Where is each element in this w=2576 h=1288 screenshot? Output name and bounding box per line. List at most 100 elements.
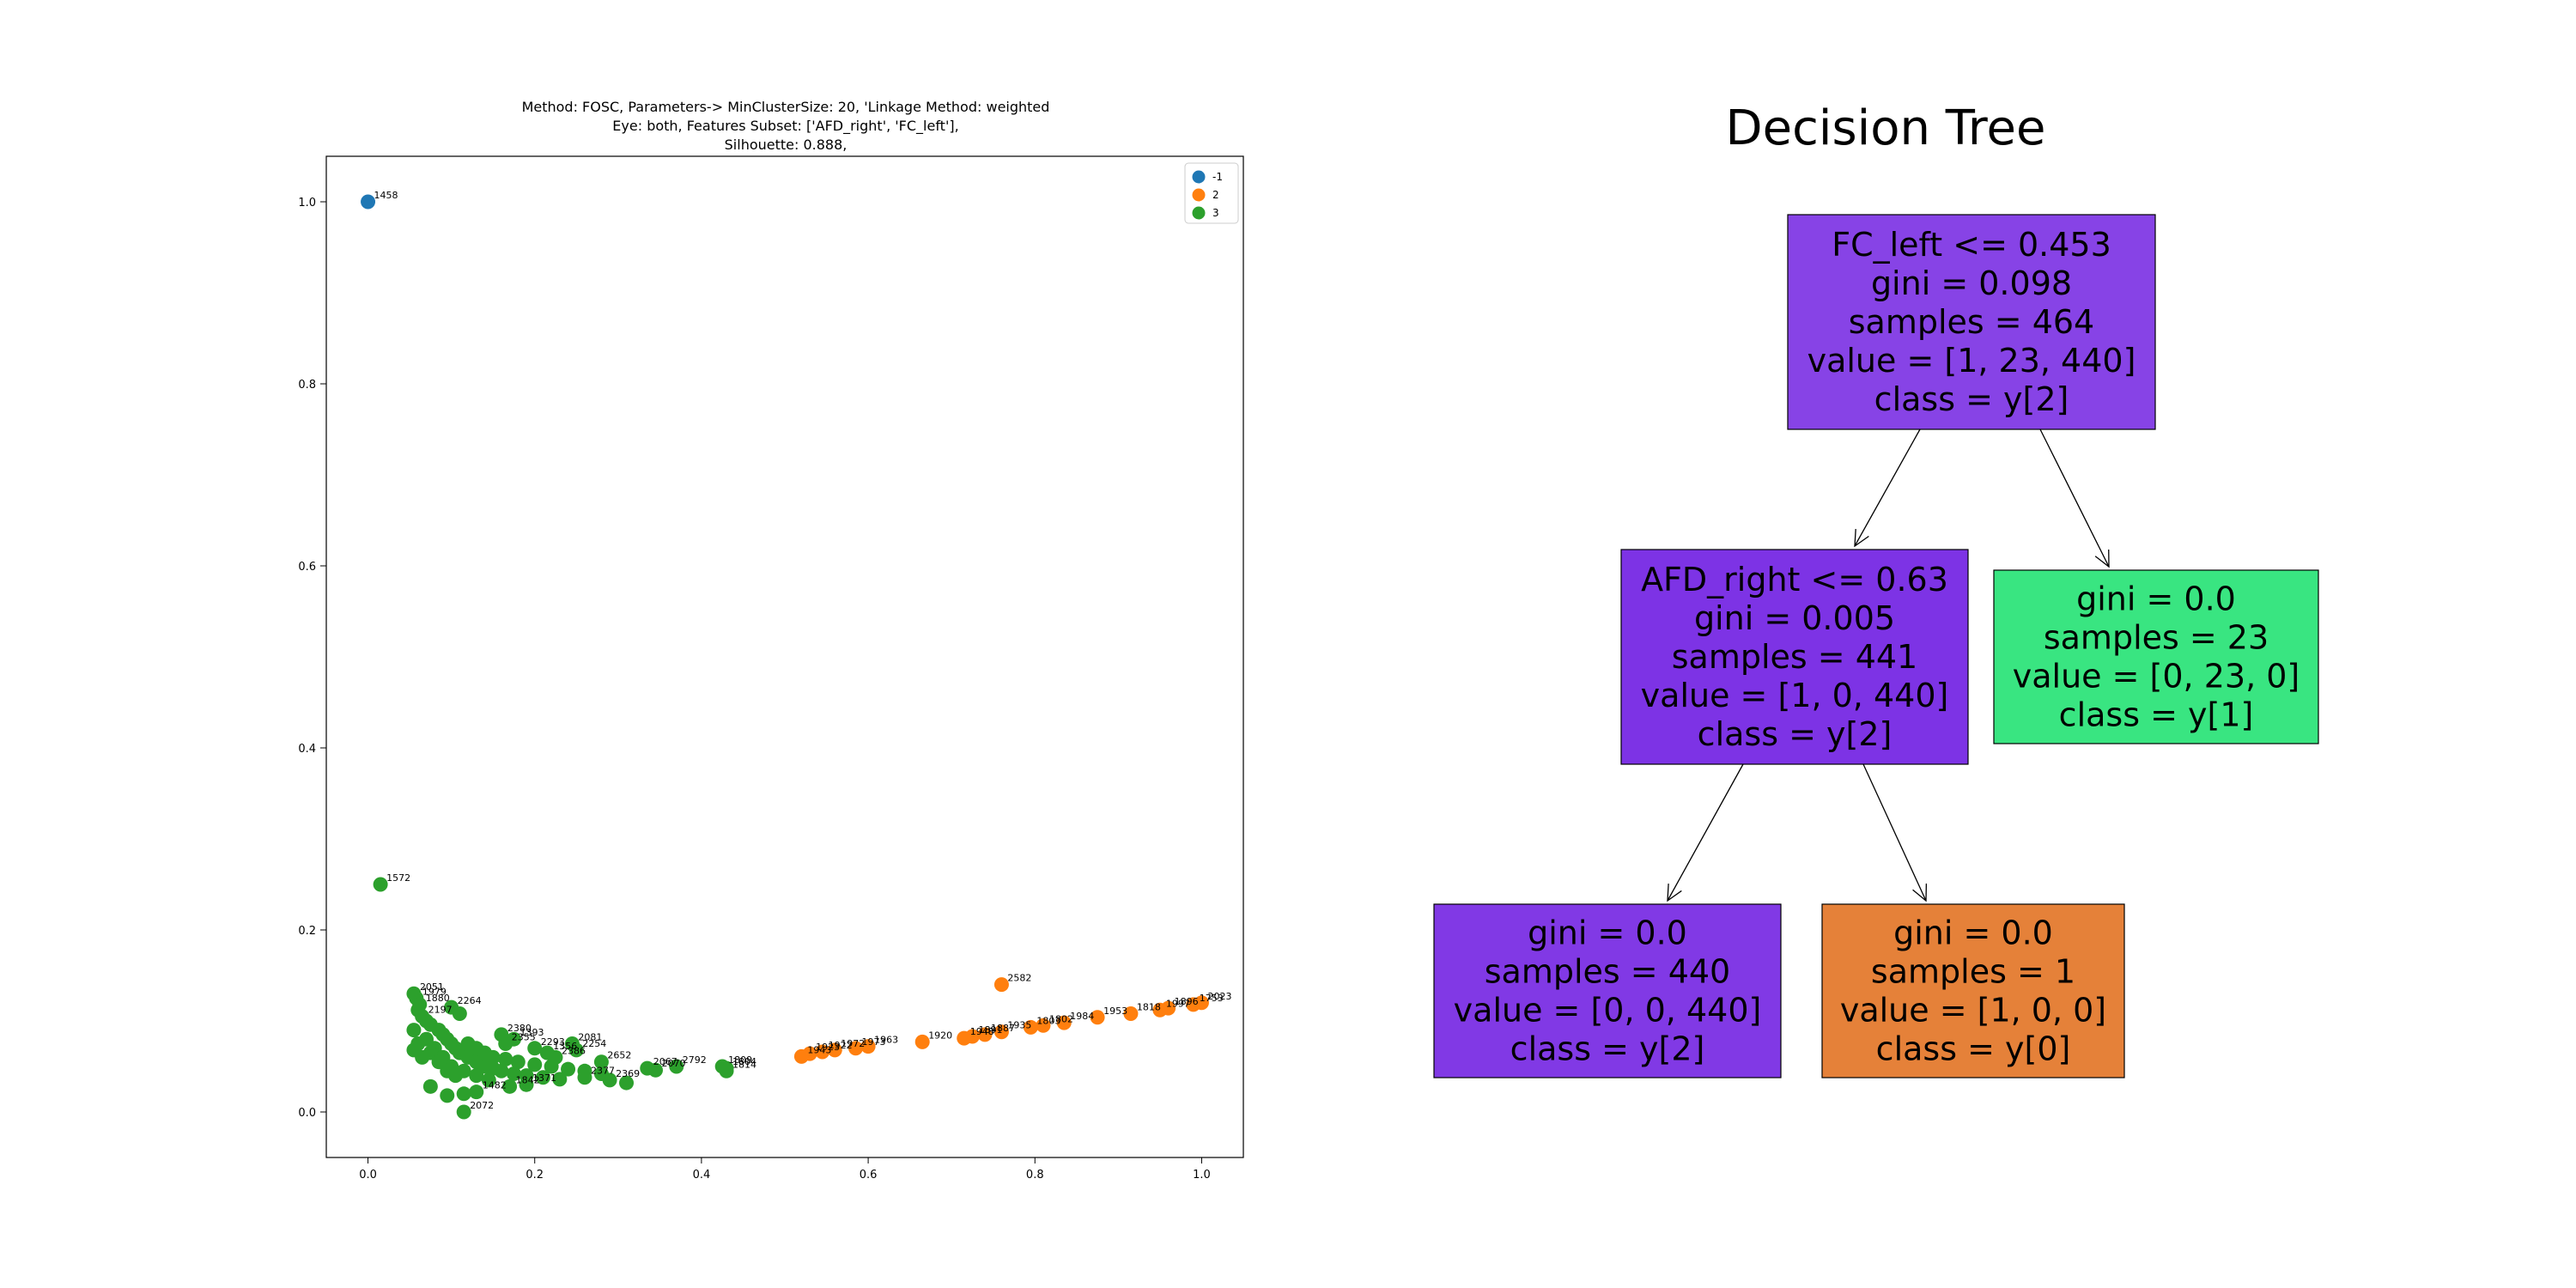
data-point-label: 1887: [991, 1023, 1015, 1034]
x-tick-label: 0.0: [359, 1169, 377, 1182]
data-point-series-3: [498, 1036, 513, 1051]
data-point-label: 1393: [519, 1027, 544, 1038]
data-point-label: 1935: [1007, 1020, 1031, 1031]
data-point-label: 2355: [512, 1032, 536, 1043]
data-point-label: 1572: [386, 872, 410, 884]
data-point-label: 2386: [562, 1045, 586, 1056]
x-axis: 0.0 0.2 0.4 0.6 0.8 1.0: [359, 1157, 1211, 1182]
data-point-series-3: [452, 1006, 467, 1022]
scatter-title: Method: FOSC, Parameters-> MinClusterSiz…: [522, 99, 1050, 153]
data-point-series-3: [527, 1057, 543, 1072]
data-point-series-2: [793, 1048, 809, 1064]
legend-marker: [1192, 206, 1206, 220]
tree-node-text: value = [0, 0, 440]: [1454, 992, 1762, 1030]
data-point-series-3: [648, 1062, 664, 1078]
tree-edge-arrowhead: [2094, 549, 2110, 568]
data-point-series-3: [577, 1070, 592, 1085]
data-point-label: 1891: [978, 1024, 1002, 1036]
data-point-series-3: [447, 1068, 463, 1084]
tree-node-text: samples = 23: [2044, 619, 2269, 657]
data-point-label: 1984: [1070, 1011, 1094, 1022]
data-point-series-3: [669, 1059, 684, 1074]
x-tick-label: 0.2: [526, 1169, 544, 1182]
data-point-label: 1814: [732, 1059, 756, 1070]
y-tick-label: 0.4: [298, 743, 316, 756]
data-point-label: 2070: [662, 1058, 686, 1069]
x-tick-label: 0.4: [693, 1169, 711, 1182]
y-axis: 0.0 0.2 0.4 0.6 0.8 1.0: [298, 197, 326, 1120]
tree-node-text: class = y[2]: [1510, 1030, 1705, 1068]
points-layer: [361, 194, 1209, 1120]
y-tick-label: 0.6: [298, 561, 316, 574]
data-point-series-3: [561, 1061, 576, 1077]
data-point-label: 2264: [458, 995, 482, 1006]
x-tick-label: 0.6: [860, 1169, 878, 1182]
data-point-series-3: [506, 1066, 521, 1081]
data-point-label: 1804: [732, 1056, 756, 1067]
tree-node-text: value = [1, 0, 0]: [1840, 992, 2106, 1030]
data-point-series-3: [498, 1052, 513, 1067]
data-point-series-3: [593, 1054, 609, 1070]
tree-node-text: gini = 0.005: [1694, 599, 1895, 637]
tree-node-text: gini = 0.0: [1528, 914, 1687, 952]
y-tick-label: 0.8: [298, 379, 316, 392]
data-point-label: 1809: [728, 1054, 752, 1066]
data-point-label: 1979: [422, 987, 447, 998]
data-point-label: 2582: [1007, 973, 1031, 984]
data-point-label: 1973: [862, 1036, 886, 1048]
data-point-series-2: [1056, 1015, 1072, 1030]
legend-label: -1: [1212, 171, 1223, 183]
data-point-label: 2293: [541, 1036, 565, 1048]
data-point-label: 2051: [420, 981, 444, 993]
tree-node-text: gini = 0.0: [2076, 580, 2236, 618]
data-point-series-3: [373, 877, 388, 892]
tree-node-box: [1433, 903, 1782, 1078]
tree-node-text: class = y[2]: [1874, 380, 2069, 418]
data-point-label: 1972: [841, 1038, 865, 1049]
legend-marker: [1192, 170, 1206, 184]
data-point-label: 2369: [616, 1068, 640, 1079]
data-point-label: 1953: [1103, 1005, 1127, 1017]
x-tick-label: 1.0: [1193, 1169, 1211, 1182]
tree-node-text: samples = 441: [1672, 638, 1917, 676]
tree-node-text: value = [1, 0, 440]: [1641, 677, 1949, 714]
data-point-series-3: [502, 1078, 518, 1094]
tree-node-text: class = y[1]: [2059, 696, 2254, 734]
data-point-series-2: [993, 1024, 1009, 1040]
data-point-label: 1802: [1049, 1013, 1073, 1024]
tree-edges: [1667, 428, 2110, 902]
data-point-label: 2067: [653, 1056, 677, 1067]
tree-node-text: samples = 464: [1849, 303, 2094, 341]
data-point-label: 1880: [426, 993, 450, 1004]
data-point-series-2: [1123, 1006, 1139, 1022]
data-point-series-3: [440, 1088, 455, 1103]
y-tick-label: 0.0: [298, 1107, 316, 1120]
data-point-series-3: [519, 1077, 534, 1092]
data-point-label: 1896: [1175, 996, 1199, 1007]
data-point-series-3: [552, 1072, 568, 1087]
data-point-series-2: [1036, 1018, 1051, 1033]
tree-node-text: value = [0, 23, 0]: [2013, 658, 2300, 696]
data-point-series-3: [719, 1063, 734, 1078]
data-point-series-2: [1152, 1002, 1168, 1018]
data-point-series-2: [1090, 1010, 1105, 1025]
scatter-plot: Method: FOSC, Parameters-> MinClusterSiz…: [298, 99, 1244, 1182]
data-point-label: 1482: [483, 1080, 507, 1091]
tree-edge: [1667, 763, 1744, 902]
data-point-series-2: [977, 1027, 993, 1042]
data-point-label: 1943: [807, 1044, 831, 1055]
data-point-series-3: [494, 1063, 509, 1078]
data-point-series-2: [914, 1034, 930, 1049]
data-point-label: 1458: [374, 190, 398, 201]
data-point-series-3: [535, 1070, 550, 1085]
tree-node-box: [1821, 903, 2125, 1078]
data-point-series-3: [481, 1072, 496, 1088]
tree-edge: [2039, 428, 2110, 568]
data-point-label: 1818: [1137, 1002, 1161, 1013]
data-point-series-2: [827, 1042, 842, 1058]
data-point-label: 1997: [1166, 998, 1190, 1009]
data-point-label: 2380: [507, 1023, 532, 1034]
legend-label: 3: [1212, 207, 1219, 219]
scatter-title-line-3: Silhouette: 0.888,: [725, 137, 848, 153]
